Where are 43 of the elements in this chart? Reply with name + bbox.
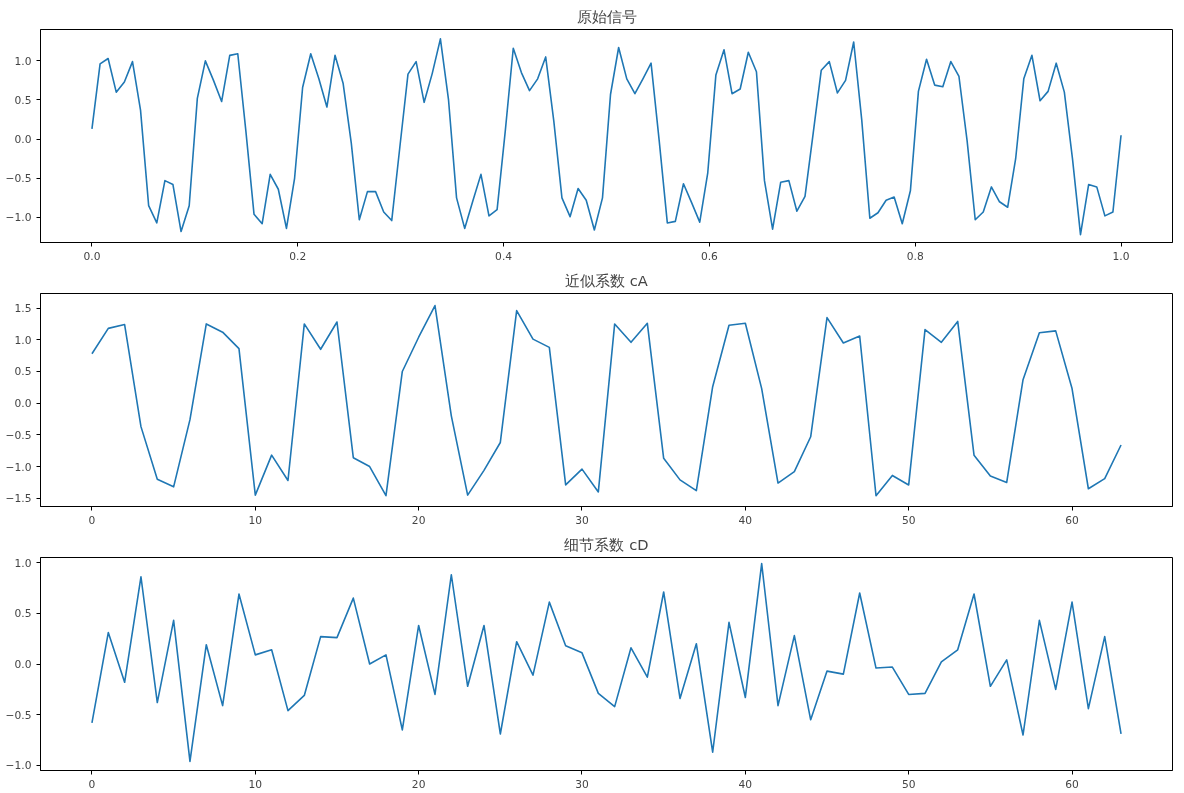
x-tick-label: 60 (1065, 513, 1080, 527)
x-tick-label: 30 (575, 513, 589, 527)
x-tick-label: 0 (88, 513, 96, 527)
x-tick-label: 50 (901, 777, 916, 791)
y-tick-label: 0.5 (14, 365, 32, 379)
y-tick-label: −0.5 (5, 172, 32, 186)
y-tick-label: 0.0 (14, 658, 32, 671)
line-series (91, 304, 1122, 497)
x-tick-label: 20 (411, 777, 426, 791)
x-tick-label: 20 (411, 513, 426, 527)
y-tick-label: 1.5 (14, 302, 32, 316)
x-tick-label: 40 (738, 513, 753, 527)
x-tick-label: 40 (738, 777, 753, 791)
y-tick-label: 1.0 (14, 54, 32, 68)
line-series (91, 38, 1122, 236)
x-tick-label: 0.8 (906, 249, 924, 263)
x-tick-label: 10 (248, 777, 263, 791)
x-tick-label: 0 (88, 777, 96, 791)
y-tick-label: −1.5 (5, 492, 32, 506)
y-tick-label: −0.5 (5, 428, 32, 442)
y-tick-label: 1.0 (14, 556, 32, 570)
y-tick-label: 1.0 (14, 333, 32, 347)
x-tick-label: 50 (901, 513, 916, 527)
chart-title: 细节系数 cD (564, 535, 649, 553)
y-tick-label: −1.0 (5, 759, 32, 773)
y-tick-label: −0.5 (5, 708, 32, 722)
x-tick-label: 0.6 (700, 249, 719, 263)
x-tick-label: 0.0 (83, 249, 101, 263)
y-tick-label: 0.0 (14, 133, 32, 147)
y-tick-label: 0.0 (14, 397, 32, 411)
y-tick-label: −1.0 (5, 211, 32, 225)
x-tick-label: 30 (575, 777, 589, 791)
y-tick-label: −1.0 (5, 460, 32, 474)
y-tick-label: 0.5 (14, 607, 32, 621)
x-tick-label: 0.2 (289, 249, 307, 263)
chart-title: 近似系数 cA (565, 271, 648, 289)
chart-title: 原始信号 (576, 7, 637, 25)
x-tick-label: 1.0 (1112, 249, 1130, 263)
x-tick-label: 0.4 (495, 249, 513, 263)
x-tick-label: 60 (1065, 777, 1080, 791)
y-tick-label: 0.5 (14, 93, 32, 107)
x-tick-label: 10 (248, 513, 263, 527)
line-series (91, 562, 1122, 763)
